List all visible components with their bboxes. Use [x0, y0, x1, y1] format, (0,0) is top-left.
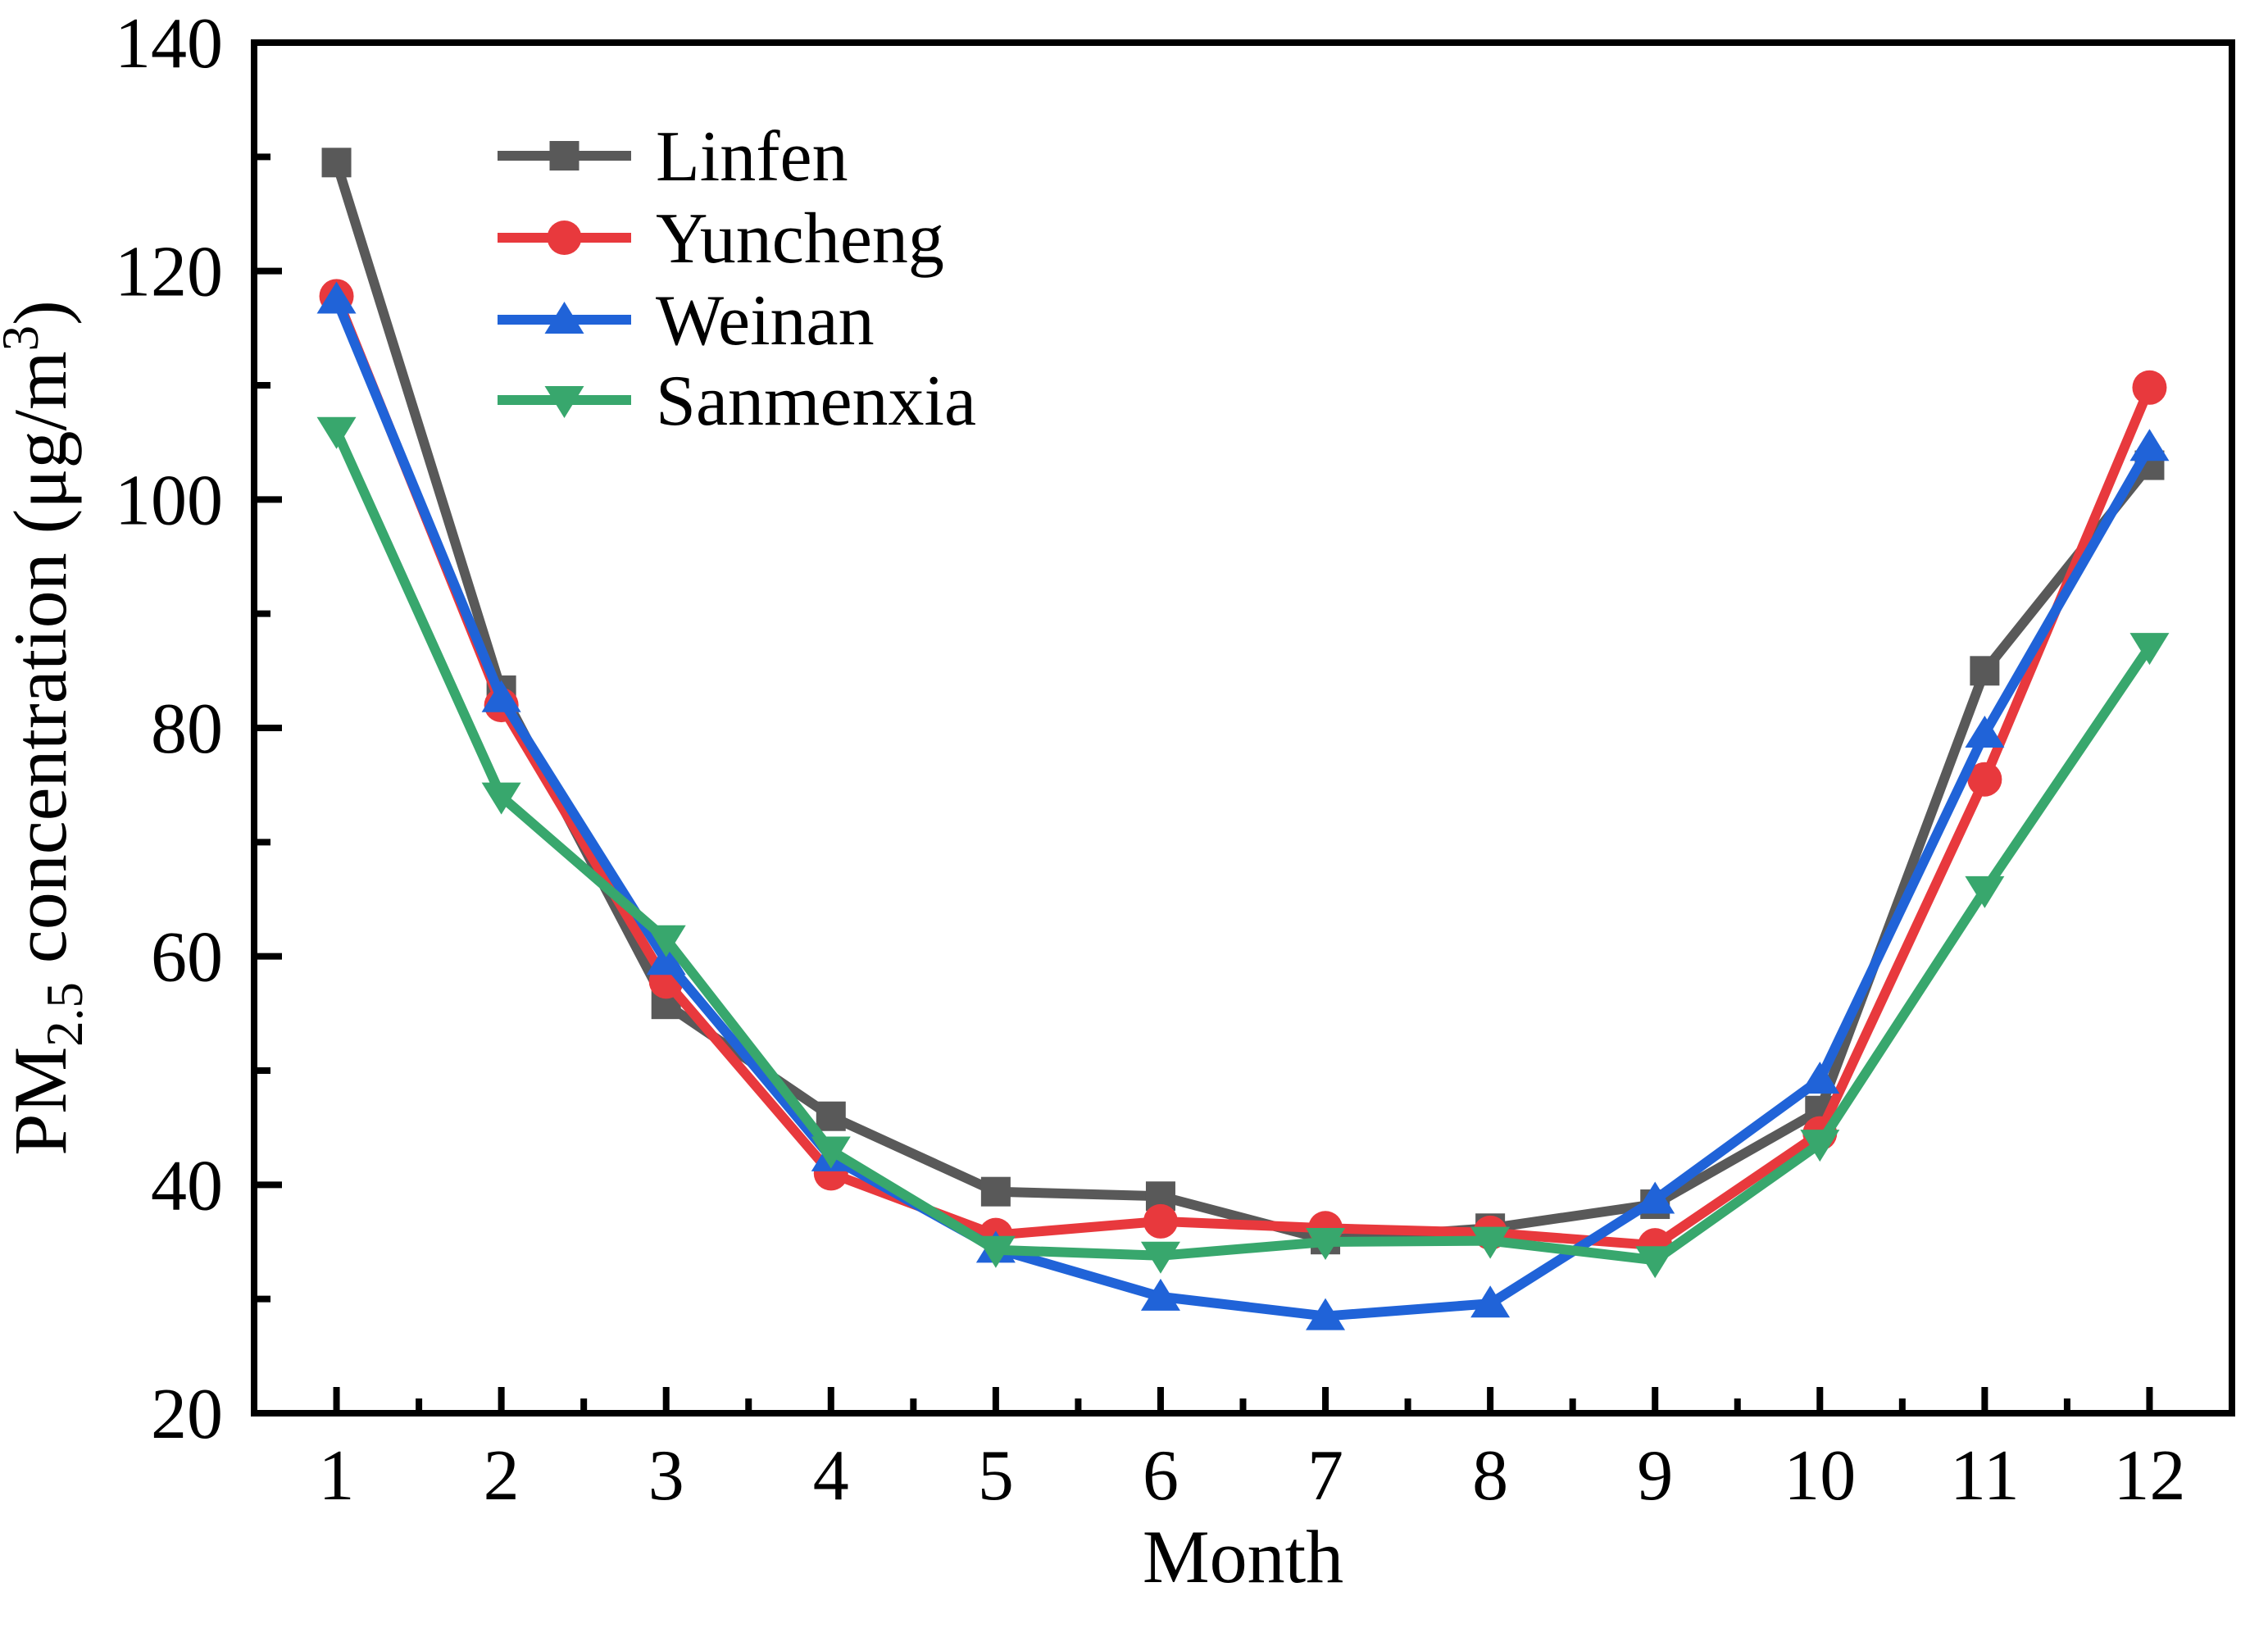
x-axis-tick-label: 7 — [1307, 1436, 1343, 1516]
data-point-linfen-month-1 — [321, 148, 352, 178]
legend-label-linfen: Linfen — [656, 117, 848, 197]
y-axis-tick-label: 40 — [151, 1146, 223, 1226]
data-point-weinan-month-1 — [316, 281, 357, 314]
x-axis-tick-label: 8 — [1472, 1436, 1508, 1516]
data-point-weinan-month-9 — [1635, 1181, 1675, 1214]
x-axis-title: Month — [1143, 1515, 1343, 1598]
data-point-linfen-month-4 — [816, 1101, 846, 1131]
data-point-yuncheng-month-6 — [1143, 1203, 1178, 1239]
x-axis-tick-label: 4 — [813, 1436, 849, 1516]
legend-marker-linfen — [549, 141, 579, 171]
data-point-weinan-month-7 — [1306, 1298, 1346, 1330]
data-point-weinan-month-3 — [646, 943, 686, 975]
data-point-sanmenxia-month-6 — [1140, 1241, 1180, 1274]
series-line-weinan — [331, 294, 2155, 1321]
y-axis-tick-label: 60 — [151, 918, 223, 998]
y-axis-tick-label: 120 — [115, 233, 223, 312]
y-axis-tick-label: 140 — [115, 4, 223, 84]
data-point-sanmenxia-month-3 — [646, 925, 686, 957]
data-point-sanmenxia-month-9 — [1635, 1246, 1675, 1279]
data-point-weinan-month-11 — [1965, 715, 2005, 748]
legend-marker-weinan — [544, 302, 584, 334]
legend-marker-yuncheng — [547, 221, 582, 255]
x-axis-tick-label: 3 — [648, 1436, 684, 1516]
x-axis-tick-label: 5 — [978, 1436, 1014, 1516]
x-axis-tick-label: 9 — [1637, 1436, 1673, 1516]
data-point-sanmenxia-month-5 — [975, 1235, 1016, 1268]
data-point-sanmenxia-month-4 — [811, 1136, 851, 1169]
x-axis-tick-label: 10 — [1784, 1436, 1856, 1516]
legend-label-weinan: Weinan — [656, 281, 875, 361]
y-axis-tick-label: 80 — [151, 689, 223, 769]
legend-label-yuncheng: Yuncheng — [656, 199, 944, 279]
y-axis-tick-label: 20 — [151, 1375, 223, 1454]
data-point-weinan-month-12 — [2129, 429, 2170, 462]
data-point-sanmenxia-month-11 — [1965, 875, 2005, 908]
series-line-sanmenxia — [331, 425, 2155, 1266]
data-point-linfen-month-5 — [980, 1176, 1011, 1207]
data-point-sanmenxia-month-8 — [1470, 1226, 1511, 1259]
x-axis-tick-label: 6 — [1143, 1436, 1179, 1516]
legend-marker-sanmenxia — [544, 386, 584, 418]
x-axis-tick-label: 12 — [2113, 1436, 2185, 1516]
data-point-sanmenxia-month-1 — [316, 416, 357, 449]
data-point-weinan-month-8 — [1470, 1285, 1511, 1318]
legend-label-sanmenxia: Sanmenxia — [656, 362, 976, 441]
data-point-weinan-month-6 — [1140, 1278, 1180, 1311]
data-point-weinan-month-2 — [481, 680, 521, 712]
data-point-sanmenxia-month-12 — [2129, 633, 2170, 666]
y-axis-tick-label: 100 — [115, 461, 223, 540]
data-point-weinan-month-10 — [1800, 1062, 1840, 1094]
data-point-sanmenxia-month-2 — [481, 782, 521, 815]
data-point-sanmenxia-month-10 — [1800, 1130, 1840, 1162]
series-line-yuncheng — [331, 291, 2155, 1251]
data-point-sanmenxia-month-7 — [1306, 1228, 1346, 1260]
data-point-yuncheng-month-11 — [1967, 762, 2002, 797]
x-axis-tick-label: 1 — [319, 1436, 355, 1516]
series-line-linfen — [331, 157, 2155, 1245]
data-point-linfen-month-11 — [1970, 656, 2000, 686]
x-axis-tick-label: 11 — [1950, 1436, 2020, 1516]
y-axis-title: PM2.5 concentration (μg/m3) — [0, 300, 93, 1156]
x-axis-tick-label: 2 — [484, 1436, 520, 1516]
data-point-yuncheng-month-12 — [2132, 370, 2167, 405]
